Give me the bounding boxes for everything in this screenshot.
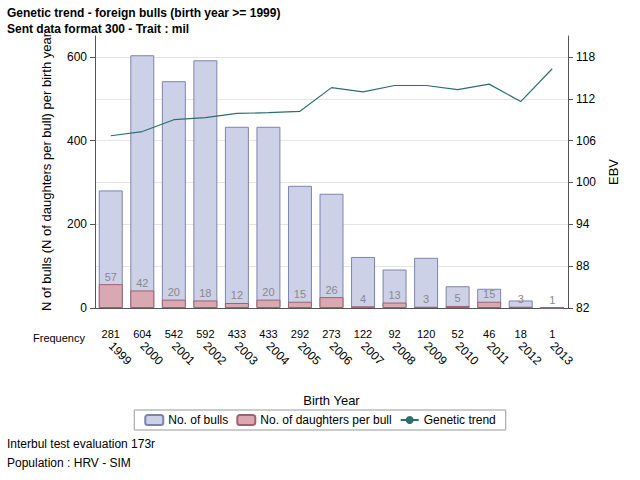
svg-text:2005: 2005 (295, 339, 324, 368)
svg-text:42: 42 (136, 277, 148, 289)
svg-text:EBV: EBV (606, 159, 621, 185)
svg-text:2011: 2011 (484, 339, 512, 367)
svg-text:292: 292 (291, 328, 309, 340)
svg-text:281: 281 (102, 328, 120, 340)
svg-text:92: 92 (388, 328, 400, 340)
svg-text:3: 3 (518, 293, 524, 305)
svg-text:2012: 2012 (516, 339, 545, 368)
svg-text:3: 3 (423, 293, 429, 305)
svg-text:118: 118 (576, 50, 595, 64)
svg-text:Genetic trend - foreign bulls: Genetic trend - foreign bulls (birth yea… (7, 6, 280, 20)
svg-text:542: 542 (165, 328, 183, 340)
svg-text:15: 15 (294, 288, 306, 300)
svg-text:2003: 2003 (232, 339, 261, 368)
svg-text:18: 18 (515, 328, 527, 340)
svg-text:106: 106 (576, 134, 596, 148)
svg-text:15: 15 (483, 288, 495, 300)
svg-text:Genetic trend: Genetic trend (424, 413, 496, 427)
svg-text:57: 57 (105, 271, 117, 283)
svg-text:94: 94 (576, 217, 590, 231)
svg-text:5: 5 (455, 292, 461, 304)
svg-text:52: 52 (452, 328, 464, 340)
svg-text:400: 400 (67, 134, 87, 148)
svg-text:18: 18 (199, 287, 211, 299)
svg-text:20: 20 (262, 286, 274, 298)
svg-text:200: 200 (67, 217, 87, 231)
svg-text:2007: 2007 (358, 339, 387, 368)
svg-text:2000: 2000 (137, 339, 166, 368)
svg-text:20: 20 (168, 286, 180, 298)
svg-text:Birth Year: Birth Year (303, 393, 360, 408)
svg-text:26: 26 (325, 284, 337, 296)
svg-text:Population : HRV - SIM: Population : HRV - SIM (7, 456, 131, 470)
svg-text:2009: 2009 (421, 339, 450, 368)
svg-text:2010: 2010 (453, 339, 482, 368)
svg-text:112: 112 (576, 92, 595, 106)
svg-text:600: 600 (67, 50, 87, 64)
svg-text:82: 82 (576, 301, 590, 315)
svg-text:N of bulls (N of daughters per: N of bulls (N of daughters per bull) per… (39, 32, 54, 311)
svg-text:4: 4 (360, 293, 366, 305)
svg-text:273: 273 (322, 328, 340, 340)
svg-text:No. of bulls: No. of bulls (168, 413, 228, 427)
svg-text:122: 122 (354, 328, 372, 340)
svg-text:592: 592 (196, 328, 214, 340)
svg-text:Interbul test evaluation 173r: Interbul test evaluation 173r (7, 437, 155, 451)
svg-text:1: 1 (549, 294, 555, 306)
svg-text:1: 1 (549, 328, 555, 340)
svg-text:2001: 2001 (169, 339, 198, 368)
svg-text:2004: 2004 (263, 339, 292, 368)
svg-text:88: 88 (576, 259, 590, 273)
svg-text:433: 433 (259, 328, 277, 340)
svg-text:2008: 2008 (390, 339, 419, 368)
svg-text:12: 12 (231, 289, 243, 301)
svg-text:433: 433 (228, 328, 246, 340)
svg-text:Sent data format 300 - Trait :: Sent data format 300 - Trait : mil (7, 22, 189, 36)
svg-text:46: 46 (483, 328, 495, 340)
svg-text:Frequency: Frequency (33, 332, 85, 344)
svg-text:No. of daughters per bull: No. of daughters per bull (260, 413, 391, 427)
svg-text:13: 13 (388, 289, 400, 301)
svg-text:604: 604 (133, 328, 151, 340)
svg-text:2013: 2013 (547, 339, 576, 368)
svg-text:100: 100 (576, 175, 596, 189)
svg-text:2002: 2002 (200, 339, 229, 368)
svg-text:1999: 1999 (106, 339, 135, 368)
svg-text:2006: 2006 (327, 339, 356, 368)
svg-text:120: 120 (417, 328, 435, 340)
svg-text:0: 0 (80, 301, 87, 315)
